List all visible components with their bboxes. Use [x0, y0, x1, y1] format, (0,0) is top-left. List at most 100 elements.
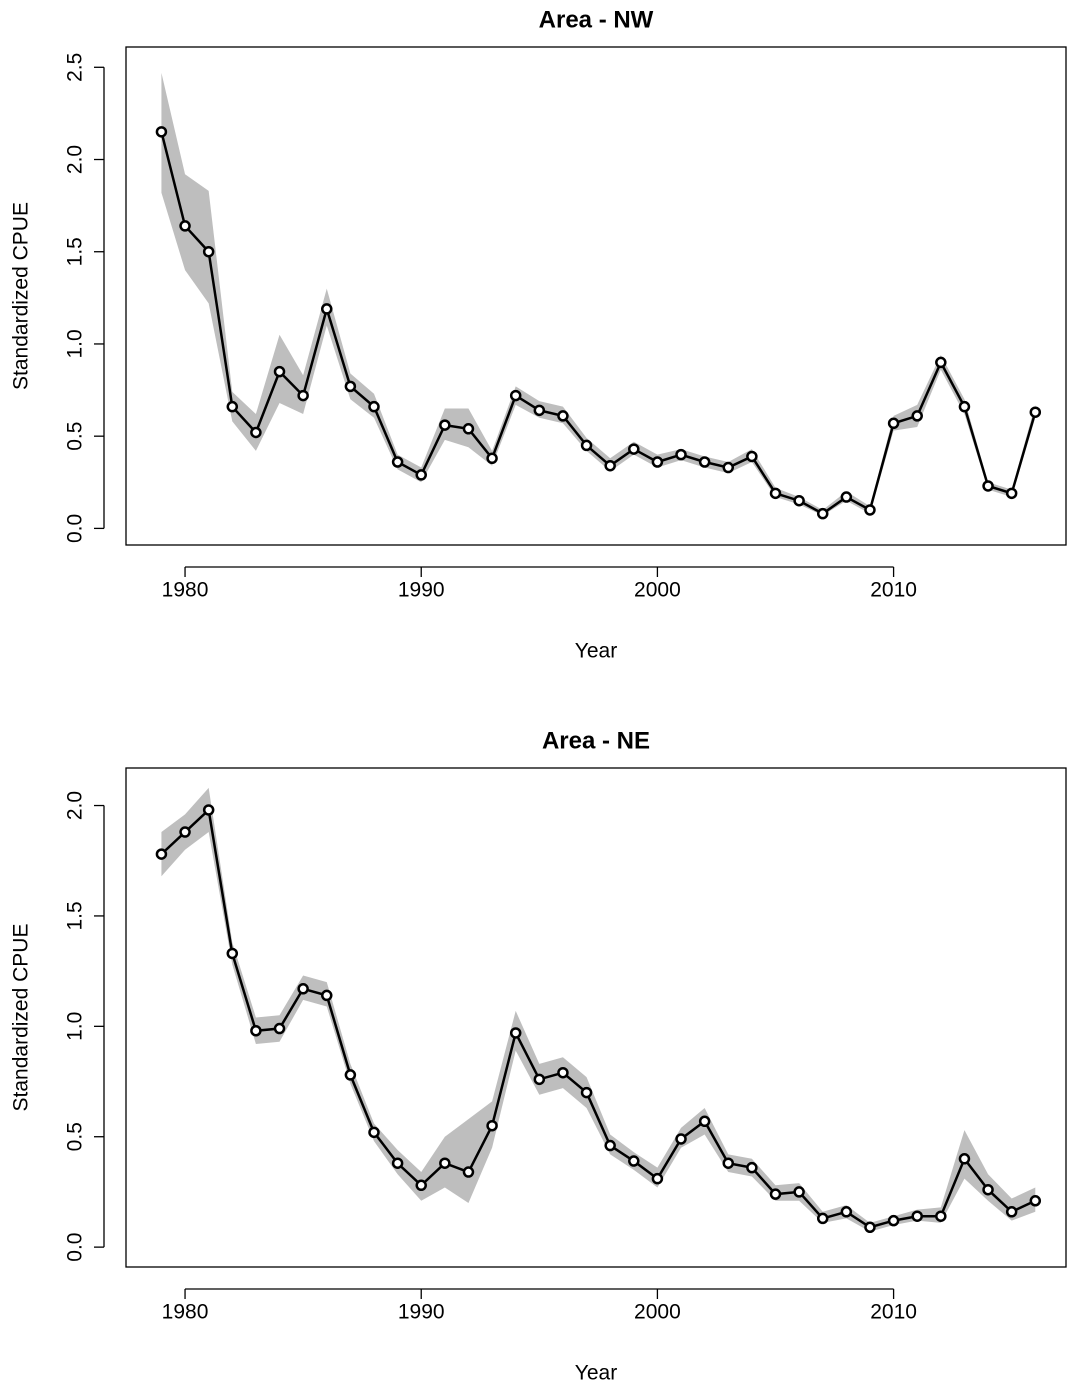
x-tick-label: 2000 [634, 579, 681, 602]
point [628, 1155, 640, 1167]
x-tick-label: 1980 [162, 1301, 209, 1324]
plot-frame [125, 46, 1067, 546]
confidence-band [161, 72, 1036, 516]
point [816, 1212, 829, 1225]
point [202, 804, 215, 816]
point [911, 410, 923, 422]
x-tick-label: 2010 [870, 1301, 917, 1324]
point [439, 419, 451, 431]
point [1029, 406, 1042, 418]
confidence-band [161, 787, 1036, 1232]
y-tick-label: 1.5 [64, 901, 87, 930]
point [368, 1126, 380, 1139]
y-tick-label: 1.0 [64, 329, 87, 358]
point [651, 456, 664, 468]
chart-title: Area - NE [542, 727, 650, 754]
point [226, 947, 239, 960]
point [958, 1153, 971, 1165]
point [155, 126, 168, 138]
y-tick-label: 1.5 [64, 237, 87, 266]
point [486, 1119, 498, 1132]
point [604, 459, 616, 472]
point [509, 1027, 522, 1039]
y-tick-label: 0.0 [64, 1233, 87, 1262]
point [651, 1172, 664, 1185]
point [580, 1086, 593, 1099]
point [415, 469, 427, 481]
point [911, 1210, 923, 1222]
point [273, 1022, 286, 1035]
point [864, 504, 876, 516]
point [935, 1210, 947, 1222]
point [486, 452, 498, 465]
point [533, 404, 546, 417]
point [533, 1073, 546, 1086]
point [816, 507, 829, 520]
point [273, 365, 286, 378]
point [887, 1214, 900, 1227]
point [1029, 1195, 1042, 1207]
point [297, 983, 309, 995]
point [226, 400, 239, 413]
point [935, 356, 947, 369]
point [321, 303, 333, 315]
point [722, 461, 735, 474]
x-axis-label: Year [575, 1362, 617, 1385]
point [698, 456, 711, 468]
x-tick-label: 2000 [634, 1301, 681, 1324]
x-tick-label: 1990 [398, 579, 445, 602]
point [415, 1179, 427, 1192]
y-axis-label: Standardized CPUE [10, 924, 33, 1112]
point [179, 220, 191, 232]
point [250, 1024, 262, 1037]
point [557, 1066, 569, 1079]
point [840, 491, 853, 503]
point [202, 245, 215, 258]
point [628, 443, 640, 455]
point [344, 380, 357, 393]
point [982, 480, 994, 492]
plot-frame [125, 767, 1067, 1268]
y-tick-label: 0.0 [64, 514, 87, 543]
point [746, 1161, 758, 1174]
point [769, 487, 782, 500]
x-tick-label: 1990 [398, 1301, 445, 1324]
y-tick-label: 0.5 [64, 1122, 87, 1151]
point [509, 389, 522, 402]
point [675, 448, 687, 461]
point [982, 1183, 994, 1196]
point [675, 1133, 687, 1145]
point [793, 494, 805, 507]
point [250, 426, 262, 439]
point [297, 389, 309, 402]
point [321, 989, 333, 1002]
point [391, 456, 404, 468]
point [1005, 1206, 1018, 1218]
x-tick-label: 1980 [162, 579, 209, 602]
point [1005, 487, 1018, 500]
x-tick-label: 2010 [870, 579, 917, 602]
point [604, 1139, 616, 1152]
y-tick-label: 2.5 [64, 53, 87, 82]
point [391, 1157, 404, 1169]
cpue-line [160, 131, 1037, 516]
y-tick-label: 2.0 [64, 145, 87, 174]
point [462, 423, 475, 435]
point [462, 1166, 475, 1178]
y-tick-label: 2.0 [64, 791, 87, 820]
point [439, 1157, 451, 1169]
point [769, 1188, 782, 1200]
point [368, 400, 380, 413]
point [840, 1206, 853, 1218]
point [793, 1186, 805, 1198]
point [557, 410, 569, 422]
point [155, 848, 168, 860]
point [746, 450, 758, 463]
point [958, 400, 971, 413]
point [580, 439, 593, 452]
y-axis-label: Standardized CPUE [10, 202, 33, 390]
point [864, 1221, 876, 1234]
point [344, 1069, 357, 1081]
chart-title: Area - NW [539, 6, 654, 33]
